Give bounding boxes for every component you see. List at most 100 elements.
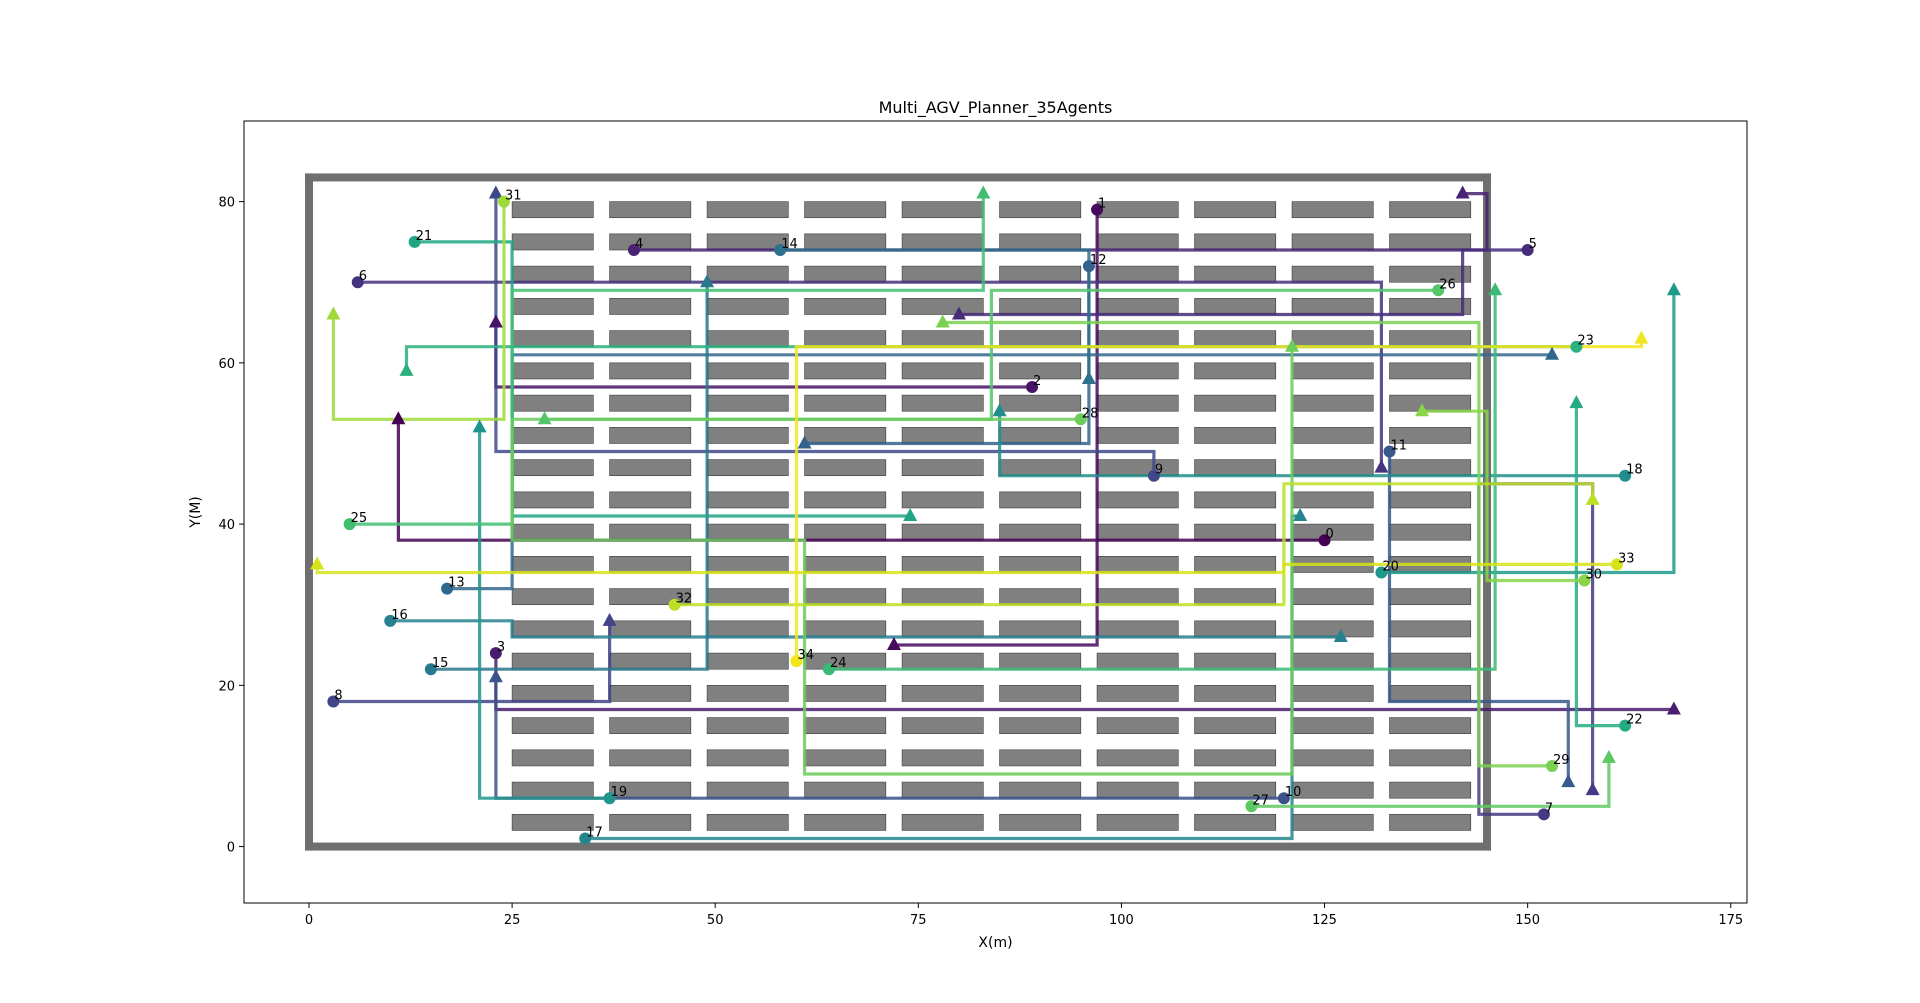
agent-goal-20 [1666, 282, 1681, 296]
shelf-block [1291, 781, 1374, 799]
shelf-block [706, 298, 789, 315]
agent-start-34 [790, 655, 803, 668]
shelf-block [999, 588, 1082, 606]
agent-start-32 [668, 598, 681, 611]
agent-label-10: 10 [1285, 785, 1302, 800]
agent-start-4 [627, 243, 640, 256]
agent-label-34: 34 [797, 648, 814, 663]
shelf-block [1291, 717, 1374, 735]
shelf-block [706, 620, 789, 638]
agent-start-11 [1383, 445, 1396, 458]
shelf-block [1096, 814, 1179, 831]
agent-goal-23 [399, 362, 414, 376]
shelf-block [609, 814, 692, 831]
agent-label-28: 28 [1082, 406, 1099, 421]
shelf-block [511, 298, 594, 315]
shelf-block [609, 652, 692, 670]
shelf-block [901, 749, 984, 767]
shelf-block [1194, 330, 1277, 348]
agent-goal-19 [472, 419, 487, 433]
agent-label-22: 22 [1626, 713, 1643, 728]
shelf-block [901, 717, 984, 735]
agent-goal-22 [1569, 395, 1584, 409]
shelf-block [511, 233, 594, 251]
agent-start-19 [603, 792, 616, 805]
shelf-block [706, 814, 789, 831]
agent-label-19: 19 [611, 785, 628, 800]
agent-start-16 [384, 614, 397, 627]
shelf-block [1096, 717, 1179, 735]
shelf-block [1194, 588, 1277, 606]
agent-goal-29 [935, 314, 950, 328]
agent-start-24 [822, 663, 835, 676]
agent-path-6 [357, 280, 1384, 468]
agent-start-20 [1375, 566, 1388, 579]
shelf-block [999, 233, 1082, 251]
shelf-block [706, 427, 789, 444]
shelf-block [804, 427, 887, 444]
shelf-block [511, 717, 594, 735]
shelf-block [1194, 814, 1277, 831]
shelf-block [1096, 685, 1179, 702]
shelf-block [706, 652, 789, 670]
shelf-block [1389, 233, 1472, 251]
shelf-block [804, 459, 887, 477]
x-tick-label: 25 [504, 913, 521, 928]
shelf-block [1291, 652, 1374, 670]
agent-start-22 [1619, 719, 1632, 732]
agent-goal-28 [1285, 338, 1300, 352]
shelf-block [609, 427, 692, 444]
shelf-block [1096, 459, 1179, 477]
agent-start-10 [1277, 792, 1290, 805]
agent-goal-4 [1455, 185, 1470, 199]
shelf-block [706, 588, 789, 606]
shelf-block [511, 330, 594, 348]
shelf-block [999, 427, 1082, 444]
agent-label-32: 32 [676, 592, 693, 607]
agent-goal-2 [488, 314, 503, 328]
shelf-block [1389, 459, 1472, 477]
shelf-block [1194, 201, 1277, 219]
agent-path-24 [829, 290, 1497, 671]
boundary-wall-bottom [304, 842, 1492, 851]
shelf-block [511, 265, 594, 283]
agent-start-25 [343, 518, 356, 531]
shelf-block [609, 523, 692, 541]
agent-label-1: 1 [1098, 197, 1106, 212]
shelf-block [1291, 201, 1374, 219]
shelf-block [1096, 265, 1179, 283]
agent-start-8 [327, 695, 340, 708]
shelf-block [804, 685, 887, 702]
shelf-block [706, 749, 789, 767]
shelf-block [1096, 652, 1179, 670]
agent-label-3: 3 [497, 640, 505, 655]
chart-title: Multi_AGV_Planner_35Agents [879, 98, 1113, 118]
shelf-block [706, 523, 789, 541]
shelf-block [804, 362, 887, 380]
shelf-block [706, 781, 789, 799]
shelf-block [609, 620, 692, 638]
agent-start-7 [1537, 808, 1550, 821]
agent-start-6 [351, 276, 364, 289]
shelf-block [1096, 427, 1179, 444]
shelf-block [706, 685, 789, 702]
shelf-block [1096, 588, 1179, 606]
x-tick-label: 100 [1109, 913, 1134, 928]
agent-label-33: 33 [1618, 551, 1635, 566]
shelf-block [511, 588, 594, 606]
shelf-block [511, 394, 594, 412]
shelf-block [609, 717, 692, 735]
shelf-block [1096, 556, 1179, 573]
shelf-block [999, 298, 1082, 315]
shelf-block [1291, 265, 1374, 283]
agent-start-9 [1147, 469, 1160, 482]
shelf-block [901, 265, 984, 283]
agent-goal-10 [488, 669, 503, 683]
shelf-block [1194, 394, 1277, 412]
shelf-block [901, 330, 984, 348]
shelf-block [706, 556, 789, 573]
shelf-block [1291, 588, 1374, 606]
shelf-block [804, 588, 887, 606]
agent-start-30 [1578, 574, 1591, 587]
shelf-block [901, 362, 984, 380]
